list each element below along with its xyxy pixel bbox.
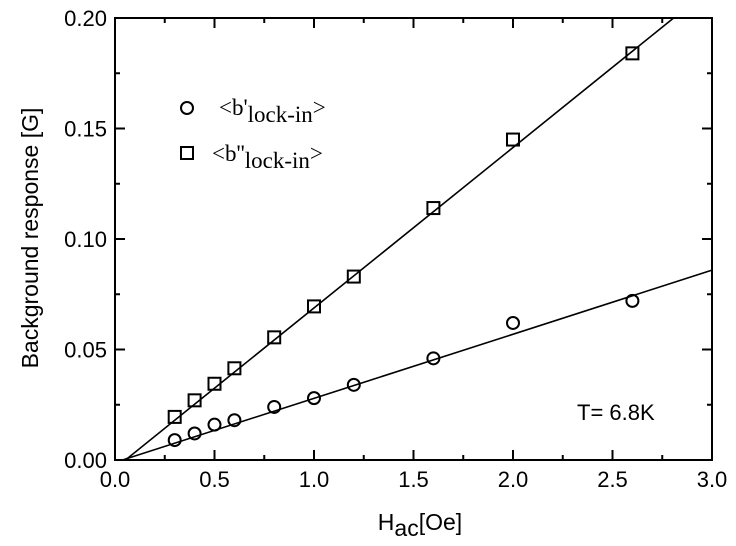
x-axis-title-main: H: [378, 509, 395, 535]
y-tick-label: 0.00: [64, 448, 107, 473]
x-tick-label: 1.0: [299, 467, 330, 492]
x-axis-title-unit: [Oe]: [419, 509, 462, 535]
temperature-annotation: T= 6.8K: [577, 400, 655, 425]
plot-area: [115, 18, 712, 460]
data-point-series-2: [626, 47, 638, 59]
y-tick-label: 0.15: [64, 117, 107, 142]
fit-line-series-1: [123, 270, 712, 460]
fit-line-series-2: [125, 18, 673, 460]
legend-label-series-2: <b''lock-in>: [212, 141, 323, 173]
data-point-series-1: [626, 295, 638, 307]
y-tick-label: 0.05: [64, 338, 107, 363]
data-point-series-1: [189, 427, 201, 439]
y-tick-label: 0.20: [64, 6, 107, 31]
y-axis-title: Background response [G]: [17, 108, 43, 369]
data-point-series-1: [169, 434, 181, 446]
x-tick-label: 3.0: [697, 467, 728, 492]
fit-lines: [123, 18, 712, 460]
plot-frame: [115, 18, 712, 460]
data-point-series-1: [507, 317, 519, 329]
x-tick-label: 1.5: [398, 467, 429, 492]
x-tick-label: 0.5: [199, 467, 230, 492]
x-axis-title-subscript: ac: [394, 515, 418, 541]
legend-marker-circle: [181, 102, 193, 114]
legend-marker-square: [181, 147, 193, 159]
y-tick-label: 0.10: [64, 227, 107, 252]
legend-label-series-1: <b'lock-in>: [219, 95, 326, 127]
legend: <b'lock-in> <b''lock-in>: [181, 95, 326, 173]
x-tick-label: 2.0: [498, 467, 529, 492]
x-tick-label: 2.5: [597, 467, 628, 492]
data-point-series-1: [209, 419, 221, 431]
x-axis-title: Hac[Oe]: [378, 509, 462, 541]
